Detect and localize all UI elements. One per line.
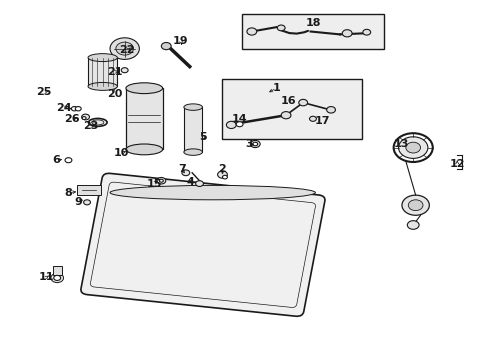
Text: 15: 15 <box>146 179 162 189</box>
Circle shape <box>110 38 139 59</box>
Circle shape <box>281 112 290 119</box>
Ellipse shape <box>88 82 117 90</box>
Text: 18: 18 <box>305 18 320 28</box>
Circle shape <box>182 170 189 176</box>
Text: 20: 20 <box>107 89 122 99</box>
Ellipse shape <box>125 83 162 94</box>
Text: 5: 5 <box>199 132 206 142</box>
Circle shape <box>246 28 256 35</box>
Text: 12: 12 <box>448 159 464 169</box>
Circle shape <box>71 107 77 111</box>
Text: 1: 1 <box>272 83 280 93</box>
Text: 2: 2 <box>218 164 226 174</box>
Circle shape <box>65 158 72 163</box>
Text: 9: 9 <box>74 197 82 207</box>
Circle shape <box>83 200 90 205</box>
Circle shape <box>222 175 227 179</box>
Bar <box>53 266 61 275</box>
Bar <box>126 88 162 149</box>
Text: 26: 26 <box>64 114 80 124</box>
Circle shape <box>277 25 285 31</box>
Text: 23: 23 <box>82 121 98 131</box>
Ellipse shape <box>183 149 202 156</box>
Circle shape <box>401 195 428 215</box>
Text: 3: 3 <box>245 139 253 149</box>
Circle shape <box>326 107 335 113</box>
Circle shape <box>342 30 351 37</box>
Circle shape <box>121 68 128 73</box>
Circle shape <box>362 30 370 35</box>
Circle shape <box>252 142 257 146</box>
Text: 7: 7 <box>178 164 185 174</box>
Circle shape <box>309 116 316 121</box>
Circle shape <box>75 107 81 111</box>
Ellipse shape <box>183 104 202 110</box>
Text: 11: 11 <box>39 272 54 282</box>
Bar <box>88 58 117 86</box>
Text: 19: 19 <box>173 36 188 46</box>
Text: 4: 4 <box>186 177 194 187</box>
Circle shape <box>407 221 418 229</box>
Ellipse shape <box>88 54 117 62</box>
Text: 13: 13 <box>392 139 408 149</box>
Ellipse shape <box>125 144 162 155</box>
Circle shape <box>398 137 427 158</box>
Circle shape <box>226 121 236 129</box>
Bar <box>222 79 361 139</box>
Circle shape <box>82 117 86 120</box>
Text: 6: 6 <box>52 155 60 165</box>
Bar <box>242 14 383 49</box>
Circle shape <box>81 114 89 120</box>
Text: 25: 25 <box>36 87 52 97</box>
Text: 22: 22 <box>119 45 135 55</box>
Circle shape <box>54 275 61 280</box>
Circle shape <box>51 273 63 283</box>
Circle shape <box>116 42 133 55</box>
Text: 17: 17 <box>314 116 330 126</box>
Ellipse shape <box>110 185 315 200</box>
Circle shape <box>407 200 422 211</box>
Text: 16: 16 <box>280 96 296 106</box>
Circle shape <box>298 99 307 106</box>
Text: 14: 14 <box>231 114 247 124</box>
Circle shape <box>250 140 260 148</box>
Text: 24: 24 <box>56 103 71 113</box>
Circle shape <box>161 42 171 50</box>
Bar <box>183 107 202 152</box>
Ellipse shape <box>92 120 104 125</box>
Circle shape <box>157 177 165 184</box>
Circle shape <box>217 171 227 178</box>
Circle shape <box>405 142 420 153</box>
Bar <box>77 185 101 195</box>
FancyBboxPatch shape <box>81 173 325 316</box>
Circle shape <box>236 122 243 127</box>
Text: 10: 10 <box>113 148 129 158</box>
Text: 8: 8 <box>64 188 72 198</box>
Circle shape <box>195 181 203 186</box>
Circle shape <box>159 179 163 182</box>
Text: 21: 21 <box>107 67 122 77</box>
